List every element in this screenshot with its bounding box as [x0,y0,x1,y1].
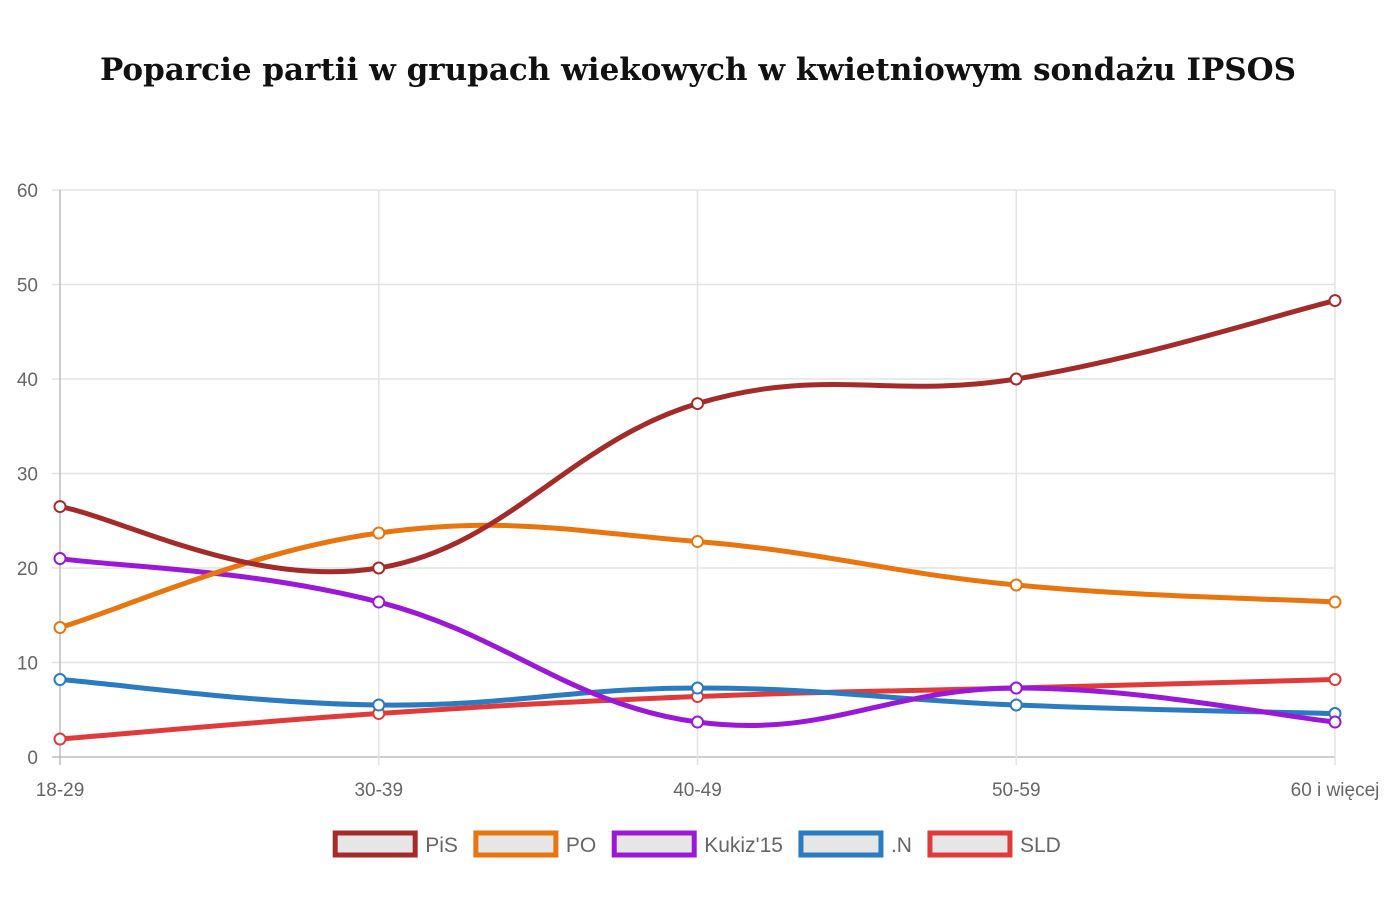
data-point [53,621,67,635]
legend-label: PiS [425,834,458,857]
x-tick-label: 18-29 [36,780,85,801]
legend-label: Kukiz'15 [704,834,783,857]
y-tick-label: 50 [17,276,38,297]
data-point [691,715,704,729]
data-point [1009,681,1023,695]
y-tick-label: 60 [17,181,38,202]
data-point [53,732,67,746]
chart-title: Poparcie partii w grupach wiekowych w kw… [99,52,1297,88]
y-tick-label: 10 [17,654,38,675]
legend-item: SLD [927,830,1061,858]
data-point [53,552,67,566]
legend-item: PiS [332,830,458,858]
y-tick-label: 30 [17,465,38,486]
data-point [53,673,67,687]
legend-label: PO [566,834,596,857]
legend-swatch [473,830,559,858]
data-point [372,595,386,609]
x-axis-ticks: 18-29 30-39 40-49 50-59 60 i więcej [36,780,1380,801]
y-axis-ticks: 0 10 20 30 40 50 60 [17,181,38,769]
legend-item: .N [798,830,912,858]
data-point [691,535,704,549]
legend-item: PO [473,830,596,858]
x-tick-label: 40-49 [673,780,722,801]
series-kukiz-15 [53,552,1342,729]
data-point [1328,715,1342,729]
grid-lines [52,189,1336,765]
data-point [1009,578,1023,592]
data-point [1009,372,1023,386]
legend: PiS PO Kukiz'15 .N SLD [332,830,1061,858]
x-tick-label: 60 i więcej [1291,780,1380,801]
x-tick-label: 30-39 [354,780,403,801]
series-lines [53,294,1342,746]
legend-swatch [332,830,418,858]
x-tick-label: 50-59 [992,780,1041,801]
data-point [372,561,386,575]
data-point [691,397,704,411]
legend-label: SLD [1020,834,1061,857]
data-point [372,526,386,540]
data-point [691,681,704,695]
data-point [1009,698,1023,712]
data-point [372,698,386,712]
data-point [1328,595,1342,609]
y-tick-label: 0 [27,748,38,769]
legend-label: .N [891,834,912,857]
legend-item: Kukiz'15 [611,830,783,858]
series-pis [53,294,1342,575]
y-tick-label: 40 [17,370,38,391]
y-tick-label: 20 [17,559,38,580]
legend-swatch [798,830,884,858]
data-point [53,500,67,514]
data-point [1328,673,1342,687]
legend-swatch [927,830,1013,858]
legend-swatch [611,830,697,858]
data-point [1328,294,1342,308]
